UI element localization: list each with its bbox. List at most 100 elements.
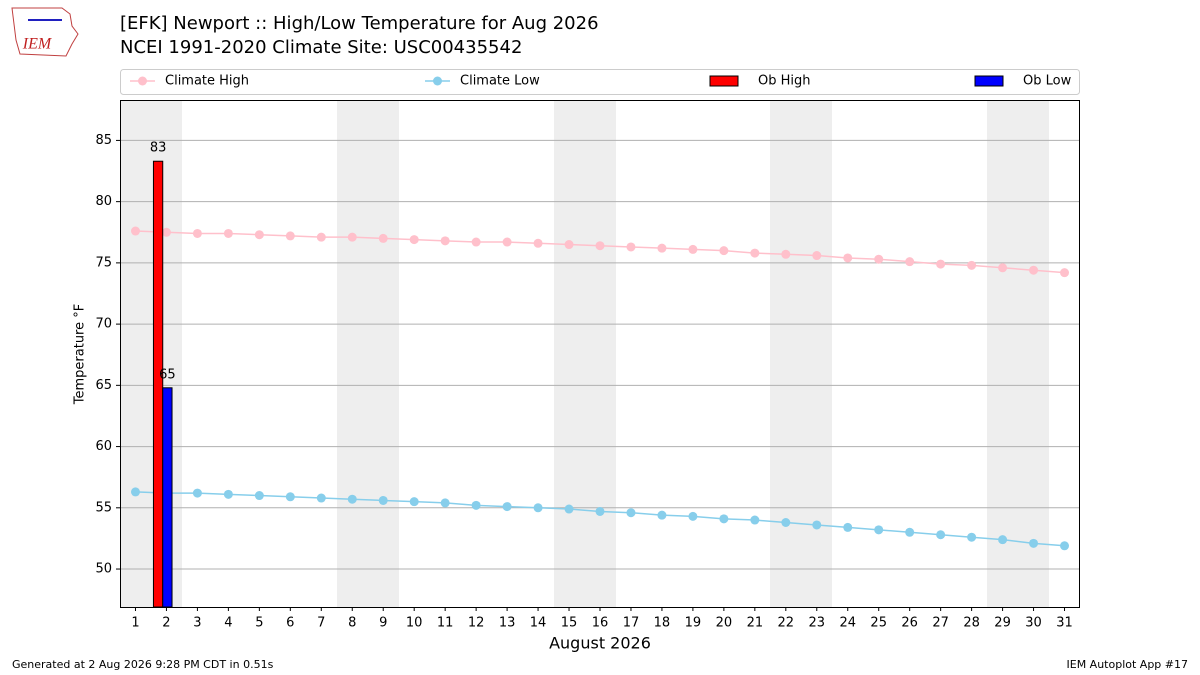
series-point: [130, 226, 140, 236]
legend-swatch: [974, 75, 1004, 87]
x-tick-label: 8: [348, 616, 356, 631]
series-point: [316, 232, 326, 242]
series-point: [564, 504, 574, 514]
series-point: [719, 246, 729, 256]
legend-swatch: [709, 75, 739, 87]
series-point: [223, 489, 233, 499]
series-point: [781, 518, 791, 527]
x-tick-label: 14: [530, 616, 547, 631]
series-point: [657, 243, 667, 253]
legend-label: Climate High: [165, 74, 249, 89]
footer-left: Generated at 2 Aug 2026 9:28 PM CDT in 0…: [12, 658, 274, 671]
series-point: [378, 495, 388, 505]
x-tick-label: 29: [994, 616, 1011, 631]
bar: [162, 387, 173, 608]
series-point: [285, 492, 295, 502]
x-tick-label: 3: [193, 616, 201, 631]
series-point: [688, 244, 698, 254]
x-tick-label: 17: [623, 616, 640, 631]
series-point: [843, 522, 853, 532]
series-point: [843, 253, 853, 263]
series-point: [998, 263, 1008, 273]
legend-box: [120, 69, 1080, 95]
bar-value-label: 83: [150, 141, 167, 156]
footer-right: IEM Autoplot App #17: [1067, 658, 1189, 671]
series-point: [812, 520, 822, 530]
weekend-band: [987, 100, 1049, 607]
series-point: [502, 502, 512, 512]
y-tick-label: 50: [95, 562, 112, 577]
series-point: [750, 248, 760, 258]
series-point: [967, 260, 977, 270]
x-tick-label: 26: [901, 616, 918, 631]
series-point: [502, 237, 512, 247]
legend-marker: [138, 76, 147, 86]
series-point: [1060, 268, 1070, 278]
x-axis-label: August 2026: [549, 634, 651, 653]
series-point: [316, 493, 326, 503]
series-point: [533, 503, 543, 513]
series-point: [905, 527, 915, 537]
legend: Climate High Climate Low Ob High Ob Low: [130, 74, 1072, 89]
series-point: [626, 508, 636, 518]
series-point: [533, 238, 543, 248]
series-point: [347, 232, 357, 242]
x-tick-label: 4: [224, 616, 232, 631]
series-point: [750, 515, 760, 525]
x-tick-label: 30: [1025, 616, 1042, 631]
legend-label: Climate Low: [460, 74, 540, 89]
series-point: [812, 251, 822, 261]
series-point: [378, 233, 388, 243]
weekend-band: [770, 100, 832, 607]
x-tick-label: 7: [317, 616, 325, 631]
x-tick-label: 9: [379, 616, 387, 631]
x-tick-label: 12: [468, 616, 485, 631]
x-tick-label: 10: [406, 616, 423, 631]
series-point: [471, 500, 481, 510]
y-tick-label: 65: [95, 378, 112, 393]
plot-frame: [120, 100, 1080, 608]
series-point: [223, 228, 233, 238]
series-point: [998, 535, 1008, 545]
series-point: [719, 514, 729, 524]
series-point: [936, 259, 946, 269]
x-tick-label: 6: [286, 616, 294, 631]
x-tick-label: 28: [963, 616, 980, 631]
series-point: [936, 530, 946, 540]
x-tick-label: 24: [839, 616, 856, 631]
x-tick-label: 20: [716, 616, 733, 631]
weekend-band: [554, 100, 616, 607]
series-point: [285, 231, 295, 241]
x-tick-label: 5: [255, 616, 263, 631]
weekend-band: [337, 100, 399, 607]
series-point: [688, 511, 698, 521]
series-point: [254, 230, 264, 240]
x-tick-label: 11: [437, 616, 454, 631]
series-point: [440, 498, 450, 508]
series-point: [192, 228, 202, 238]
x-tick-label: 13: [499, 616, 516, 631]
series-point: [564, 240, 574, 250]
logo-text: IEM: [22, 36, 53, 53]
y-tick-label: 55: [95, 500, 112, 515]
series-point: [967, 532, 977, 542]
chart-title: [EFK] Newport :: High/Low Temperature fo…: [120, 13, 599, 34]
series-point: [254, 491, 264, 501]
x-tick-label: 15: [561, 616, 578, 631]
legend-label: Ob High: [758, 74, 811, 89]
y-tick-label: 60: [95, 439, 112, 454]
series-point: [1029, 265, 1039, 275]
logo: IEM: [11, 7, 79, 57]
series-point: [130, 487, 140, 497]
series-point: [440, 236, 450, 246]
x-tick-label: 1: [131, 616, 139, 631]
series-point: [874, 525, 884, 535]
y-tick-label: 70: [95, 317, 112, 332]
x-tick-label: 31: [1056, 616, 1073, 631]
bar-value-label: 65: [159, 367, 176, 382]
series-point: [1060, 541, 1070, 551]
series-point: [595, 241, 605, 251]
y-tick-label: 85: [95, 133, 112, 148]
y-axis-label: Temperature °F: [73, 304, 88, 405]
